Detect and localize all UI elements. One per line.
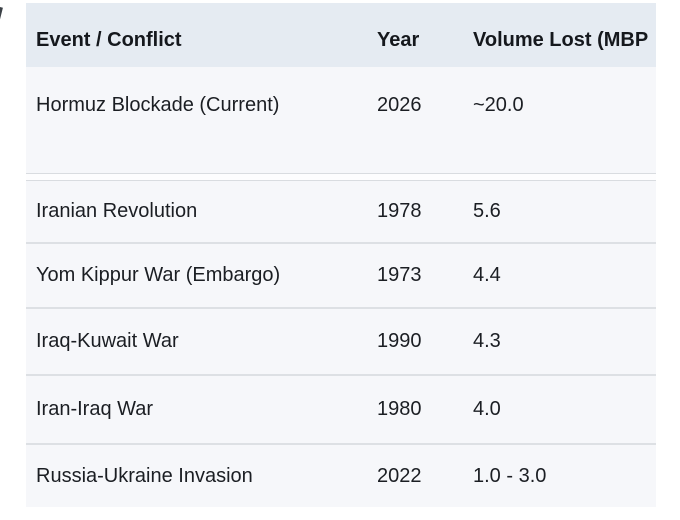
volume-cell: 4.3	[473, 330, 501, 352]
section-separator	[26, 173, 656, 181]
event-cell: Iran-Iraq War	[36, 398, 154, 420]
table-row: Iran-Iraq War 1980 4.0	[26, 374, 656, 443]
column-header-year: Year	[377, 28, 420, 51]
year-cell: 2022	[377, 464, 422, 487]
year-cell: 1990	[377, 330, 422, 352]
volume-cell: 1.0 - 3.0	[473, 464, 547, 487]
event-cell: Hormuz Blockade (Current)	[36, 94, 280, 116]
volume-cell: 5.6	[473, 200, 501, 222]
table-header-row: Event / Conflict Year Volume Lost (MBP	[26, 3, 656, 67]
cropped-glyph-artifact	[0, 7, 3, 21]
table-row: Hormuz Blockade (Current) 2026 ~20.0	[26, 67, 656, 173]
table-row: Russia-Ukraine Invasion 2022 1.0 - 3.0	[26, 443, 656, 507]
column-header-event: Event / Conflict	[36, 28, 182, 51]
event-cell: Yom Kippur War (Embargo)	[36, 264, 281, 286]
volume-cell: ~20.0	[473, 94, 524, 116]
oil-supply-disruption-table: Event / Conflict Year Volume Lost (MBP H…	[26, 3, 656, 507]
event-cell: Iranian Revolution	[36, 200, 198, 222]
event-cell: Iraq-Kuwait War	[36, 330, 179, 352]
table-row: Iranian Revolution 1978 5.6	[26, 181, 656, 242]
event-cell: Russia-Ukraine Invasion	[36, 464, 253, 487]
table-row: Iraq-Kuwait War 1990 4.3	[26, 307, 656, 374]
year-cell: 1978	[377, 200, 422, 222]
year-cell: 1973	[377, 264, 422, 286]
volume-cell: 4.0	[473, 398, 501, 420]
volume-cell: 4.4	[473, 264, 501, 286]
year-cell: 1980	[377, 398, 422, 420]
column-header-volume: Volume Lost (MBP	[473, 28, 649, 51]
table-row: Yom Kippur War (Embargo) 1973 4.4	[26, 242, 656, 307]
year-cell: 2026	[377, 94, 422, 116]
